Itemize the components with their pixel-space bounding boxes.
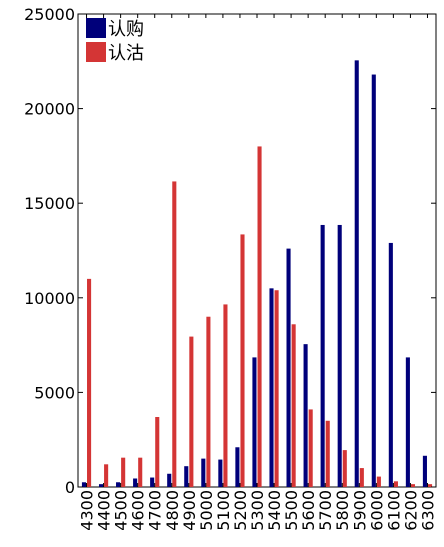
bar-put-5000 [206, 316, 211, 487]
x-tick-label: 5900 [350, 490, 369, 531]
x-tick-label: 6300 [418, 490, 437, 531]
x-tick-label: 5600 [299, 490, 318, 531]
bar-call-5900 [354, 60, 359, 487]
y-tick-label: 25000 [24, 5, 75, 24]
bar-call-4700 [150, 477, 155, 487]
bar-put-4800 [172, 181, 177, 487]
bar-call-5100 [218, 459, 223, 487]
bar-put-5500 [291, 324, 296, 487]
x-tick-label: 4700 [146, 490, 165, 531]
x-tick-label: 6100 [384, 490, 403, 531]
x-tick-label: 5400 [265, 490, 284, 531]
bar-call-6300 [422, 455, 427, 487]
bar-put-5300 [257, 146, 262, 487]
bar-put-5600 [308, 409, 313, 487]
bar-put-5900 [359, 468, 364, 487]
bar-put-4500 [121, 457, 126, 487]
bar-call-5700 [320, 224, 325, 487]
x-tick-label: 5000 [197, 490, 216, 531]
y-tick-label: 10000 [24, 289, 75, 308]
bar-put-5200 [240, 234, 245, 487]
bar-put-6200 [410, 484, 416, 487]
bar-put-4600 [138, 457, 143, 487]
bar-call-6100 [388, 242, 393, 487]
bar-put-5400 [274, 290, 279, 487]
x-tick-label: 5800 [333, 490, 352, 531]
bar-put-4700 [155, 417, 160, 487]
x-tick-label: 4900 [180, 490, 199, 531]
bar-call-4800 [167, 473, 172, 487]
x-tick-label: 4800 [163, 490, 182, 531]
bar-put-6100 [393, 481, 398, 487]
axes-layer: 0 5000 10000 15000 20000 25000 430044004500460… [24, 5, 437, 531]
plot-frame [77, 13, 437, 488]
bar-call-5000 [201, 458, 206, 487]
x-tick-label: 6000 [367, 490, 386, 531]
bar-put-4900 [189, 336, 194, 487]
bar-call-5200 [235, 447, 240, 487]
bar-put-6000 [376, 476, 381, 487]
x-tick-label: 5100 [214, 490, 233, 531]
bar-put-5700 [325, 420, 330, 487]
x-tick-label: 5500 [282, 490, 301, 531]
bar-call-6200 [405, 357, 410, 487]
bar-call-4400 [98, 484, 104, 487]
bar-call-5600 [303, 344, 308, 487]
legend-label-call: 认购 [108, 19, 144, 40]
x-tick-label: 6200 [401, 490, 420, 531]
bar-call-5400 [269, 288, 274, 487]
bar-call-4500 [116, 482, 121, 487]
bar-call-5300 [252, 357, 257, 487]
x-tick-label: 4500 [112, 490, 131, 531]
legend-swatch-put [86, 42, 106, 62]
bars-layer [81, 60, 433, 487]
bar-put-5100 [223, 304, 228, 487]
y-tick-label: 5000 [34, 383, 75, 402]
y-tick-label: 15000 [24, 194, 75, 213]
bar-call-6000 [371, 74, 376, 487]
bar-call-5500 [286, 248, 291, 487]
bar-call-4900 [184, 466, 189, 487]
legend-swatch-call [86, 18, 106, 38]
x-tick-label: 4600 [129, 490, 148, 531]
x-tick-label: 5300 [248, 490, 267, 531]
bar-put-6300 [427, 484, 433, 487]
bar-call-4300 [81, 482, 87, 487]
bar-put-4400 [104, 464, 109, 487]
bar-put-5800 [342, 450, 347, 487]
x-tick-label: 4300 [78, 490, 97, 531]
legend-label-put: 认沽 [108, 43, 144, 64]
plot-area [77, 13, 437, 488]
x-tick-label: 4400 [95, 490, 114, 531]
y-tick-label: 20000 [24, 100, 75, 119]
x-tick-label: 5700 [316, 490, 335, 531]
y-tick-label: 0 [65, 478, 75, 497]
bar-call-5800 [337, 224, 342, 487]
bar-put-4300 [87, 278, 92, 487]
x-tick-label: 5200 [231, 490, 250, 531]
bar-call-4600 [133, 478, 138, 487]
